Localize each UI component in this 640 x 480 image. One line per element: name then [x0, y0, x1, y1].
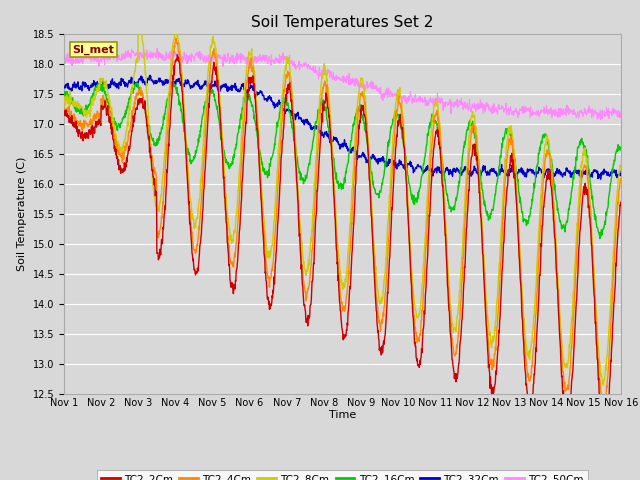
Y-axis label: Soil Temperature (C): Soil Temperature (C) [17, 156, 27, 271]
Text: SI_met: SI_met [72, 44, 114, 55]
X-axis label: Time: Time [329, 410, 356, 420]
Legend: TC2_2Cm, TC2_4Cm, TC2_8Cm, TC2_16Cm, TC2_32Cm, TC2_50Cm: TC2_2Cm, TC2_4Cm, TC2_8Cm, TC2_16Cm, TC2… [97, 470, 588, 480]
Title: Soil Temperatures Set 2: Soil Temperatures Set 2 [252, 15, 433, 30]
